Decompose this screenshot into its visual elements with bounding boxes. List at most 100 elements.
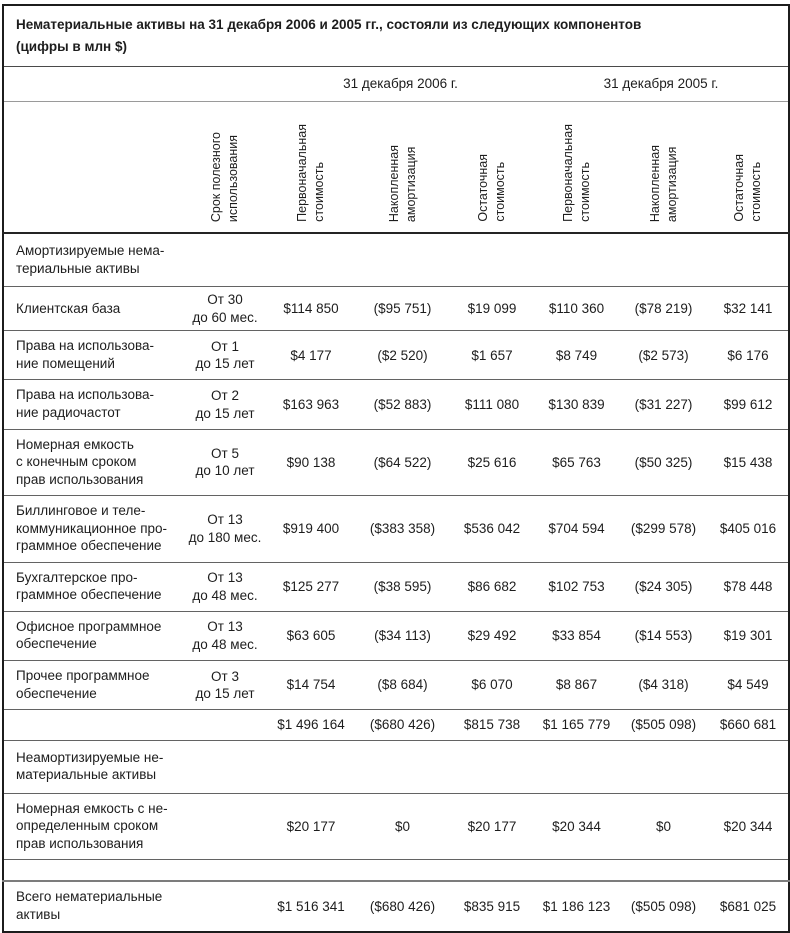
cell-2006-net: $25 616 bbox=[450, 428, 534, 496]
accumulated-amortization-header-text: Накопленная амортизация bbox=[386, 144, 418, 222]
row-label: Биллинговое и теле- коммуникационное про… bbox=[3, 495, 183, 563]
header-useful-life: Срок полезного использования bbox=[183, 101, 267, 235]
row-label: Права на использова- ние помещений bbox=[3, 330, 183, 380]
useful-life-cell: От 3 до 15 лет bbox=[183, 660, 267, 710]
useful-life-cell: От 13 до 180 мес. bbox=[183, 495, 267, 563]
initial-cost-header-text: Первоначальная стоимость bbox=[560, 123, 592, 222]
cell-2005-amort: ($31 227) bbox=[619, 379, 708, 430]
cell-2006-net: $86 682 bbox=[450, 561, 534, 612]
cell-2005-net: $15 438 bbox=[708, 428, 790, 496]
cell-2006-net: $29 492 bbox=[450, 610, 534, 661]
accumulated-amortization-header-text: Накопленная амортизация bbox=[647, 144, 679, 222]
cell-2005-amort: ($24 305) bbox=[619, 561, 708, 612]
intangible-assets-table: Нематериальные активы на 31 декабря 2006… bbox=[2, 4, 790, 933]
column-group-2005: 31 декабря 2005 г. bbox=[534, 66, 790, 103]
cell-2005-net: $405 016 bbox=[708, 495, 790, 563]
cell-2006-cost: $1 516 341 bbox=[267, 880, 355, 932]
cell-2006-amort: ($8 684) bbox=[355, 660, 450, 710]
cell-2006-cost: $919 400 bbox=[267, 495, 355, 563]
title-row: Нематериальные активы на 31 декабря 2006… bbox=[3, 5, 789, 67]
cell-2005-amort: ($299 578) bbox=[619, 495, 708, 563]
header-2006-initial-cost: Первоначальная стоимость bbox=[267, 101, 355, 235]
table-row-premises-rights: Права на использова- ние помещений От 1 … bbox=[3, 330, 790, 380]
table-row-radio-frequencies: Права на использова- ние радиочастот От … bbox=[3, 379, 790, 430]
row-label: Прочее программное обеспечение bbox=[3, 660, 183, 710]
cell-2005-net: $32 141 bbox=[708, 286, 790, 331]
cell-2005-cost: $8 749 bbox=[534, 330, 619, 380]
row-label: Всего нематериальные активы bbox=[3, 880, 183, 932]
cell-2005-cost: $704 594 bbox=[534, 495, 619, 563]
row-label: Права на использова- ние радиочастот bbox=[3, 379, 183, 430]
useful-life-cell: От 13 до 48 мес. bbox=[183, 610, 267, 661]
cell-2005-net: $19 301 bbox=[708, 610, 790, 661]
date-group-spacer bbox=[3, 66, 267, 103]
cell-2005-cost: $1 165 779 bbox=[534, 709, 619, 741]
cell-2006-amort: ($52 883) bbox=[355, 379, 450, 430]
cell-2006-net: $835 915 bbox=[450, 880, 534, 932]
cell-2006-cost: $4 177 bbox=[267, 330, 355, 380]
cell-2006-cost: $1 496 164 bbox=[267, 709, 355, 741]
header-2005-accumulated-amortization: Накопленная амортизация bbox=[619, 101, 708, 235]
header-2006-residual-cost: Остаточная стоимость bbox=[450, 101, 534, 235]
subtotal-row-amortizable: $1 496 164 ($680 426) $815 738 $1 165 77… bbox=[3, 709, 790, 741]
cell-2006-cost: $163 963 bbox=[267, 379, 355, 430]
residual-cost-header-text: Остаточная стоимость bbox=[732, 154, 764, 222]
cell-2006-amort: ($64 522) bbox=[355, 428, 450, 496]
cell-2006-amort: ($680 426) bbox=[355, 709, 450, 741]
column-group-2006: 31 декабря 2006 г. bbox=[267, 66, 534, 103]
cell-2006-net: $815 738 bbox=[450, 709, 534, 741]
cell-2005-cost: $110 360 bbox=[534, 286, 619, 331]
cell-2005-cost: $102 753 bbox=[534, 561, 619, 612]
cell-2005-amort: ($50 325) bbox=[619, 428, 708, 496]
cell-2005-cost: $130 839 bbox=[534, 379, 619, 430]
cell-2006-net: $19 099 bbox=[450, 286, 534, 331]
cell-2005-amort: ($2 573) bbox=[619, 330, 708, 380]
cell-2005-net: $4 549 bbox=[708, 660, 790, 710]
cell-2005-amort: ($505 098) bbox=[619, 880, 708, 932]
cell-2005-net: $99 612 bbox=[708, 379, 790, 430]
table-title: Нематериальные активы на 31 декабря 2006… bbox=[16, 17, 642, 54]
cell-2006-amort: ($2 520) bbox=[355, 330, 450, 380]
cell-2006-amort: ($680 426) bbox=[355, 880, 450, 932]
cell-2006-amort: ($34 113) bbox=[355, 610, 450, 661]
row-label: Клиентская база bbox=[3, 286, 183, 331]
cell-2005-amort: ($4 318) bbox=[619, 660, 708, 710]
cell-2005-cost: $1 186 123 bbox=[534, 880, 619, 932]
total-row: Всего нематериальные активы $1 516 341 (… bbox=[3, 880, 790, 932]
row-label: Бухгалтерское про- граммное обеспечение bbox=[3, 561, 183, 612]
cell-2006-cost: $114 850 bbox=[267, 286, 355, 331]
cell-2005-cost: $20 344 bbox=[534, 792, 619, 860]
useful-life-cell bbox=[183, 709, 267, 741]
header-2005-initial-cost: Первоначальная стоимость bbox=[534, 101, 619, 235]
cell-2006-net: $6 070 bbox=[450, 660, 534, 710]
table-row-other-software: Прочее программное обеспечение От 3 до 1… bbox=[3, 660, 790, 710]
row-label: Офисное программное обеспечение bbox=[3, 610, 183, 661]
cell-2006-net: $536 042 bbox=[450, 495, 534, 563]
table-row-office-software: Офисное программное обеспечение От 13 до… bbox=[3, 610, 790, 661]
cell-2005-amort: ($505 098) bbox=[619, 709, 708, 741]
table-row-number-capacity-finite: Номерная емкость с конечным сроком прав … bbox=[3, 428, 790, 496]
initial-cost-header-text: Первоначальная стоимость bbox=[295, 123, 326, 222]
useful-life-cell bbox=[183, 792, 267, 860]
cell-2006-amort: ($95 751) bbox=[355, 286, 450, 331]
cell-2005-cost: $33 854 bbox=[534, 610, 619, 661]
header-2006-accumulated-amortization: Накопленная амортизация bbox=[355, 101, 450, 235]
useful-life-cell: От 1 до 15 лет bbox=[183, 330, 267, 380]
cell-2006-cost: $90 138 bbox=[267, 428, 355, 496]
cell-2005-cost: $65 763 bbox=[534, 428, 619, 496]
document-page: Нематериальные активы на 31 декабря 2006… bbox=[2, 4, 790, 933]
cell-2005-net: $6 176 bbox=[708, 330, 790, 380]
cell-2006-cost: $125 277 bbox=[267, 561, 355, 612]
cell-2005-net: $681 025 bbox=[708, 880, 790, 932]
section-label: Амортизируемые нема- териальные активы bbox=[16, 243, 165, 276]
useful-life-cell: От 2 до 15 лет bbox=[183, 379, 267, 430]
column-header-row: Срок полезного использования Первоначаль… bbox=[3, 101, 790, 235]
table-row-client-base: Клиентская база От 30 до 60 мес. $114 85… bbox=[3, 286, 790, 331]
cell-2006-amort: $0 bbox=[355, 792, 450, 860]
spacer-row bbox=[3, 859, 790, 882]
label-column-header bbox=[3, 101, 183, 235]
cell-2005-amort: $0 bbox=[619, 792, 708, 860]
cell-2005-amort: ($14 553) bbox=[619, 610, 708, 661]
header-2005-residual-cost: Остаточная стоимость bbox=[708, 101, 790, 235]
useful-life-cell: От 5 до 10 лет bbox=[183, 428, 267, 496]
